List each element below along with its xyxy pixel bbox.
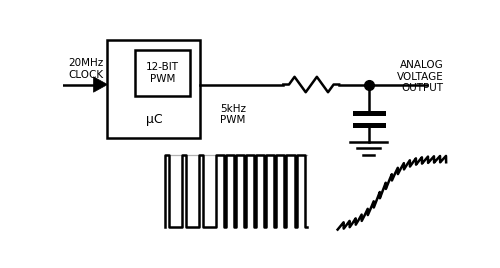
Text: ANALOG
VOLTAGE
OUTPUT: ANALOG VOLTAGE OUTPUT	[397, 60, 444, 94]
Text: 20MHz
CLOCK: 20MHz CLOCK	[68, 58, 104, 80]
Bar	[134, 50, 190, 96]
Polygon shape	[94, 77, 108, 92]
Text: 5kHz
PWM: 5kHz PWM	[220, 104, 246, 125]
Bar	[108, 40, 200, 138]
Text: μC: μC	[146, 113, 162, 126]
Text: 12-BIT
PWM: 12-BIT PWM	[146, 62, 179, 84]
